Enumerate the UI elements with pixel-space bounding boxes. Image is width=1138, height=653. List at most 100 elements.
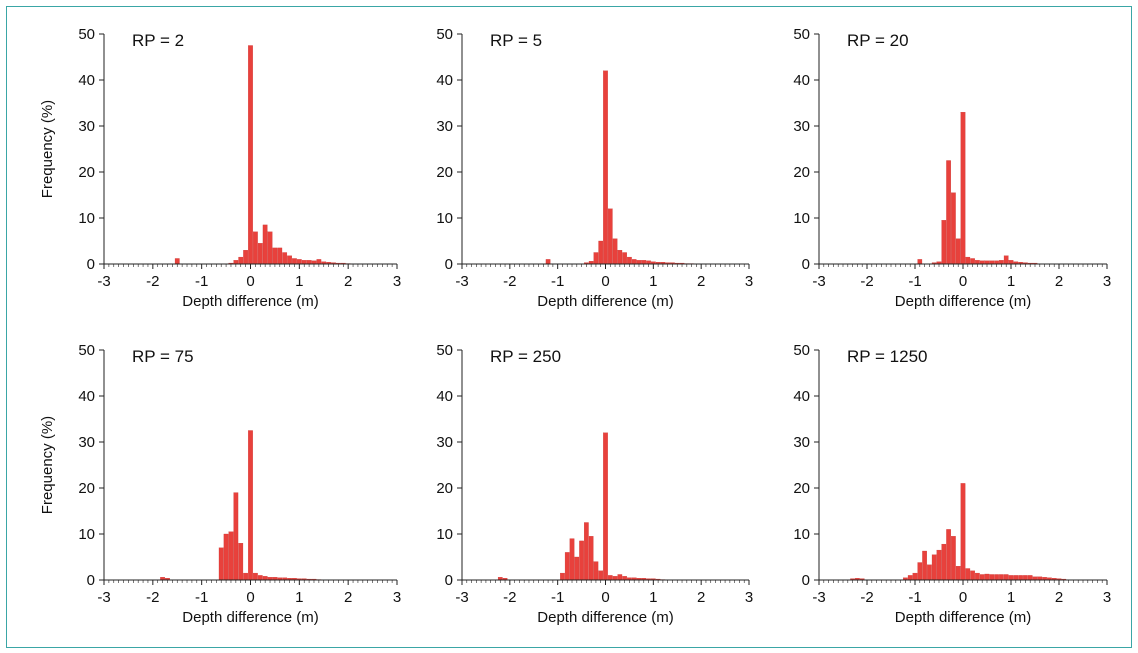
y-tick-label: 40	[436, 72, 453, 89]
x-tick-label: 1	[1007, 273, 1015, 290]
histogram-bar	[257, 243, 263, 265]
x-tick-label: -2	[503, 273, 516, 290]
x-axis-label: Depth difference (m)	[182, 609, 318, 626]
histogram-bar	[588, 536, 594, 581]
x-tick-label: 1	[295, 589, 303, 606]
histogram-bar	[931, 554, 937, 581]
histogram-bar	[287, 255, 292, 265]
histogram-bar	[612, 576, 618, 581]
x-axis-label: Depth difference (m)	[895, 293, 1031, 310]
histogram-bar	[564, 552, 570, 581]
histogram-bar	[306, 260, 312, 265]
histogram-bar	[1003, 574, 1009, 581]
histogram-bar	[912, 572, 918, 581]
x-tick-label: 0	[246, 273, 254, 290]
x-tick-label: 0	[959, 589, 967, 606]
histogram-bar	[941, 543, 947, 581]
y-tick-label: 40	[436, 388, 453, 405]
x-tick-label: 1	[1007, 589, 1015, 606]
panel-title: RP = 250	[490, 347, 561, 366]
x-tick-label: 2	[697, 589, 705, 606]
histogram-bar	[238, 543, 244, 581]
histogram-bar	[617, 250, 623, 265]
histogram-bar	[238, 256, 244, 265]
x-tick-label: -1	[551, 589, 564, 606]
y-tick-label: 30	[436, 434, 453, 451]
y-tick-label: 10	[793, 210, 810, 227]
histogram-bar	[233, 492, 239, 581]
figure-frame: 0 10 20 30 40 50 -3 -2 -1 0 1 2 3 Depth difference (m…	[6, 6, 1132, 648]
histogram-bar	[598, 240, 604, 265]
y-tick-label: 20	[436, 480, 453, 497]
x-tick-label: -3	[812, 589, 825, 606]
histogram-bar	[228, 531, 234, 581]
histogram-bar	[574, 556, 580, 581]
histogram-bar	[1003, 255, 1009, 265]
y-tick-label: 0	[445, 256, 453, 273]
y-tick-label: 20	[793, 480, 810, 497]
x-tick-label: 3	[1103, 589, 1111, 606]
x-tick-label: 3	[1103, 273, 1111, 290]
histogram-bar	[946, 160, 951, 265]
histogram-bar	[218, 547, 224, 581]
histogram-bar	[936, 549, 942, 581]
y-tick-label: 0	[802, 572, 810, 589]
histogram-panel-6: 0 10 20 30 40 50 -3 -2 -1 0 1 2 3 Depth difference (m…	[793, 342, 1111, 626]
y-tick-label: 20	[78, 164, 95, 181]
x-axis-label: Depth difference (m)	[895, 609, 1031, 626]
y-tick-label: 30	[78, 434, 95, 451]
histogram-bar	[316, 259, 322, 265]
x-tick-label: 2	[344, 589, 352, 606]
histogram-bar	[584, 522, 589, 581]
histogram-panel-5: 0 10 20 30 40 50 -3 -2 -1 0 1 2 3 Depth difference (m…	[436, 342, 753, 626]
histogram-bar	[569, 538, 575, 581]
histogram-bar	[262, 224, 268, 265]
x-tick-label: -2	[146, 273, 159, 290]
histogram-bar	[965, 256, 971, 265]
y-tick-label: 10	[78, 210, 95, 227]
histogram-bar	[965, 568, 971, 581]
histogram-panel-1: 0 10 20 30 40 50 -3 -2 -1 0 1 2 3 Depth difference (m…	[39, 26, 401, 310]
x-tick-label: -1	[908, 589, 921, 606]
y-tick-label: 30	[793, 434, 810, 451]
y-tick-label: 20	[78, 480, 95, 497]
x-tick-label: 2	[344, 273, 352, 290]
y-axis-label: Frequency (%)	[39, 100, 56, 198]
histogram-bar	[917, 562, 923, 581]
histogram-bar	[174, 258, 180, 265]
x-tick-label: -3	[97, 273, 110, 290]
histogram-panel-3: 0 10 20 30 40 50 -3 -2 -1 0 1 2 3 Depth difference (m…	[793, 26, 1111, 310]
x-tick-label: 2	[697, 273, 705, 290]
histogram-bar	[941, 220, 947, 265]
y-tick-label: 10	[793, 526, 810, 543]
y-tick-label: 50	[436, 26, 453, 43]
x-tick-label: 3	[745, 273, 753, 290]
x-tick-label: 0	[246, 589, 254, 606]
histogram-bar	[617, 574, 623, 581]
panel-title: RP = 1250	[847, 347, 928, 366]
histogram-bar	[262, 576, 268, 581]
y-tick-label: 30	[436, 118, 453, 135]
histogram-bar	[301, 260, 307, 265]
x-axis-label: Depth difference (m)	[182, 293, 318, 310]
y-tick-label: 50	[793, 342, 810, 359]
histogram-bar	[253, 231, 258, 265]
histogram-bar	[248, 45, 253, 265]
panel-title: RP = 2	[132, 31, 184, 50]
x-tick-label: -3	[97, 589, 110, 606]
x-tick-label: -2	[860, 589, 873, 606]
histogram-bar	[917, 259, 923, 265]
x-tick-label: 2	[1055, 273, 1063, 290]
x-tick-label: 0	[601, 273, 609, 290]
histogram-bar	[984, 573, 990, 581]
histogram-bar	[272, 247, 278, 265]
y-tick-label: 0	[445, 572, 453, 589]
y-tick-label: 20	[793, 164, 810, 181]
histogram-bar	[979, 574, 985, 581]
x-axis-label: Depth difference (m)	[537, 609, 673, 626]
x-tick-label: 0	[601, 589, 609, 606]
x-tick-label: -3	[812, 273, 825, 290]
histogram-bar	[292, 258, 297, 265]
y-tick-label: 10	[436, 526, 453, 543]
x-axis-label: Depth difference (m)	[537, 293, 673, 310]
